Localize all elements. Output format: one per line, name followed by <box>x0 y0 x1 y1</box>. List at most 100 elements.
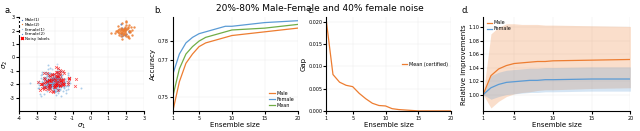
Point <box>53 89 63 91</box>
Point <box>49 84 60 86</box>
Point <box>56 95 67 97</box>
Point <box>52 80 62 82</box>
Point <box>51 76 61 78</box>
Line: Female: Female <box>173 21 298 74</box>
Point <box>52 75 62 78</box>
Point <box>35 89 45 91</box>
Line: Male: Male <box>483 59 630 94</box>
Point <box>51 83 61 85</box>
X-axis label: Ensemble size: Ensemble size <box>364 122 413 128</box>
Point <box>60 78 70 80</box>
Point <box>126 26 136 28</box>
Point <box>51 72 61 74</box>
Point <box>49 86 60 88</box>
Point <box>116 27 126 29</box>
Point <box>53 75 63 77</box>
Point <box>42 86 52 88</box>
Point <box>51 88 61 90</box>
Point <box>65 77 75 79</box>
Point <box>39 77 49 79</box>
Point <box>49 79 59 81</box>
Point <box>51 74 61 77</box>
Point <box>63 85 74 87</box>
Point <box>60 82 70 84</box>
Point <box>44 79 54 81</box>
Point <box>58 70 68 72</box>
Point <box>42 83 52 85</box>
Point <box>118 29 128 32</box>
Male <box>541 61 549 62</box>
Male <box>182 62 190 64</box>
Point <box>45 72 55 74</box>
Point <box>52 75 63 77</box>
Point <box>47 79 57 81</box>
Point <box>25 82 35 84</box>
Point <box>56 78 66 80</box>
Point <box>52 78 62 81</box>
Point <box>52 75 63 77</box>
Point <box>118 29 128 31</box>
Point <box>47 81 57 83</box>
Male <box>479 94 487 95</box>
Mean <box>189 46 196 47</box>
Mean (certified) <box>421 110 429 112</box>
Point <box>120 28 130 30</box>
Point <box>55 84 65 86</box>
Point <box>46 83 56 86</box>
Point <box>40 86 50 88</box>
Point <box>39 93 49 95</box>
Point <box>51 78 61 80</box>
Male <box>189 53 196 55</box>
Point <box>52 82 63 84</box>
Point <box>42 73 52 75</box>
Point <box>37 81 47 83</box>
Point <box>58 82 68 84</box>
Point <box>33 84 44 86</box>
Point <box>54 77 65 79</box>
Point <box>49 80 59 82</box>
Point <box>111 30 121 32</box>
Point <box>51 71 61 73</box>
Point <box>60 81 70 83</box>
Point <box>40 86 50 88</box>
Point <box>116 23 126 25</box>
Point <box>50 75 60 77</box>
Point <box>33 86 44 89</box>
Text: c.: c. <box>308 6 315 15</box>
Point <box>60 84 70 86</box>
Text: b.: b. <box>154 6 162 15</box>
Point <box>47 78 58 80</box>
Point <box>56 82 66 84</box>
Point <box>120 34 131 36</box>
Point <box>115 30 125 32</box>
Point <box>47 85 57 87</box>
Point <box>50 82 60 84</box>
Point <box>49 77 60 79</box>
Point <box>45 84 55 86</box>
Female <box>479 94 487 95</box>
Point <box>55 73 65 75</box>
Point <box>54 77 64 79</box>
Line: Mean: Mean <box>173 24 298 97</box>
Point <box>51 84 61 86</box>
Point <box>50 83 60 86</box>
Point <box>51 77 61 79</box>
Point <box>48 85 58 87</box>
Point <box>116 37 127 40</box>
Male <box>202 42 209 44</box>
Point <box>49 81 60 83</box>
Point <box>46 77 56 79</box>
Mean (certified) <box>336 81 344 83</box>
Point <box>44 72 54 75</box>
Female <box>518 80 526 82</box>
Point <box>38 84 49 86</box>
Point <box>54 76 64 78</box>
Point <box>116 33 126 35</box>
Mean (certified) <box>329 74 337 75</box>
Point <box>42 80 52 82</box>
Point <box>56 79 66 81</box>
Point <box>53 71 63 73</box>
Point <box>52 70 62 72</box>
Point <box>124 30 134 32</box>
Point <box>47 74 58 76</box>
